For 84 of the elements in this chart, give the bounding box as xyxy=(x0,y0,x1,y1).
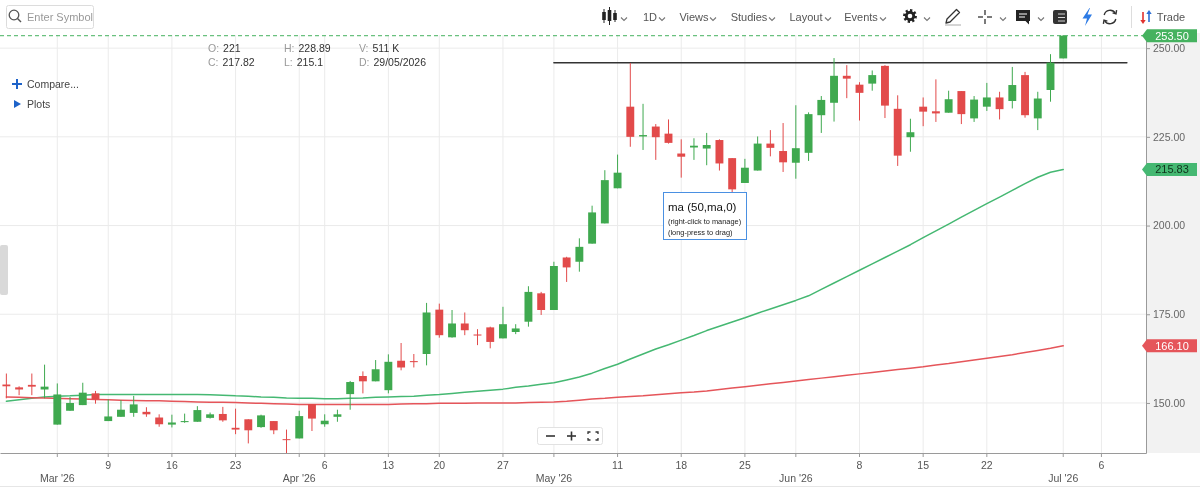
candlestick xyxy=(27,373,36,396)
text: Enter Symbol xyxy=(27,10,94,23)
text: Trade xyxy=(1156,10,1186,23)
x-tick-label: 16 xyxy=(166,459,178,472)
candlestick xyxy=(409,353,418,368)
candlestick xyxy=(117,399,125,418)
text: 1D xyxy=(642,10,658,23)
candlestick xyxy=(613,154,622,189)
x-tick-label: 23 xyxy=(229,459,242,472)
candlestick xyxy=(1033,91,1042,131)
text: 166.10 xyxy=(1155,339,1189,352)
annotation: L: 215.1 xyxy=(284,55,324,68)
candlestick xyxy=(970,95,979,123)
x-tick-label: Jun '26 xyxy=(779,472,813,485)
candlestick xyxy=(715,138,724,172)
annotation: ma (50,ma,0) xyxy=(668,201,737,214)
candlestick xyxy=(944,90,953,114)
candlestick xyxy=(575,237,584,273)
candlestick xyxy=(448,309,456,339)
x-tick-label: Jul '26 xyxy=(1048,472,1079,485)
candlestick xyxy=(244,418,253,444)
candlestick xyxy=(906,118,915,153)
candlestick xyxy=(702,132,711,166)
ref-line-label: 253.50 xyxy=(1155,29,1189,42)
text: Layout xyxy=(789,10,823,23)
text: Studies xyxy=(730,10,768,23)
x-tick-label: 9 xyxy=(105,459,112,472)
annotation: Plots xyxy=(27,97,51,110)
annotation: V: 511 K xyxy=(359,41,400,54)
y-tick-label: 200.00 xyxy=(1153,219,1186,232)
candlestick xyxy=(817,95,826,134)
y-tick-label: 225.00 xyxy=(1153,130,1186,143)
candlestick xyxy=(957,90,966,125)
annotation: C: 217.82 xyxy=(208,55,255,68)
candlestick xyxy=(562,256,571,283)
annotation: D: 29/05/2026 xyxy=(359,55,427,68)
x-tick-label: 18 xyxy=(675,459,688,472)
annotation: O: 221 xyxy=(208,41,241,54)
x-tick-label: 11 xyxy=(612,459,624,472)
candlestick xyxy=(677,138,686,179)
candlestick xyxy=(1008,66,1017,109)
candlestick xyxy=(931,78,940,123)
candlestick xyxy=(995,91,1004,120)
y-tick-label: 175.00 xyxy=(1153,308,1186,321)
candlestick xyxy=(397,342,406,371)
candlestick xyxy=(15,385,24,396)
y-tick-label: 150.00 xyxy=(1153,396,1186,409)
candlestick xyxy=(358,370,367,394)
x-tick-label: 8 xyxy=(856,459,863,472)
x-tick-label: May '26 xyxy=(535,472,573,485)
candlestick xyxy=(167,414,176,428)
x-tick-label: Apr '26 xyxy=(282,472,316,485)
candlestick xyxy=(308,403,316,432)
x-tick-label: 6 xyxy=(1098,459,1105,472)
x-tick-label: 13 xyxy=(382,459,395,472)
text: 215.83 xyxy=(1155,163,1189,176)
candlestick xyxy=(537,291,546,316)
candlestick xyxy=(919,96,928,127)
candlestick xyxy=(740,158,749,184)
candlestick xyxy=(982,82,991,112)
candlestick xyxy=(499,306,507,339)
candlestick xyxy=(868,69,877,92)
text: Views xyxy=(679,10,710,23)
candlestick xyxy=(129,395,138,418)
text: Events xyxy=(844,10,879,23)
candlestick xyxy=(460,311,469,336)
candlestick xyxy=(651,123,660,161)
x-tick-label: 27 xyxy=(497,459,509,472)
candlestick xyxy=(766,129,775,157)
annotation: H: 228.89 xyxy=(284,41,331,54)
candlestick xyxy=(295,410,304,439)
candlestick xyxy=(842,64,851,99)
candlestick xyxy=(791,104,800,180)
x-tick-label: Mar '26 xyxy=(39,472,75,485)
x-tick-label: 15 xyxy=(917,459,930,472)
annotation: Compare... xyxy=(27,77,79,90)
candlestick xyxy=(779,122,788,173)
x-tick-label: 20 xyxy=(433,459,446,472)
x-tick-label: 25 xyxy=(739,459,751,472)
candlestick xyxy=(231,408,240,435)
candlestick xyxy=(346,380,355,411)
x-tick-label: 22 xyxy=(980,459,993,472)
y-tick-label: 250.00 xyxy=(1153,41,1186,54)
x-tick-label: 6 xyxy=(321,459,328,472)
